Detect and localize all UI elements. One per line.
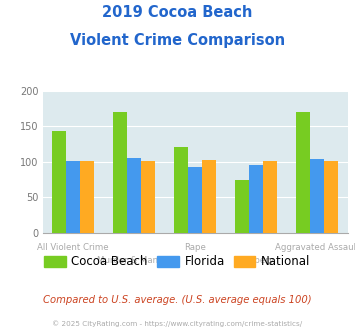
Text: Aggravated Assault: Aggravated Assault: [275, 243, 355, 251]
Bar: [127, 158, 141, 233]
Bar: [249, 165, 263, 233]
Bar: [188, 167, 202, 233]
Text: Murder & Mans...: Murder & Mans...: [97, 256, 171, 265]
Bar: [52, 131, 66, 233]
Bar: [235, 180, 249, 233]
Bar: [263, 161, 277, 233]
Text: Robbery: Robbery: [238, 256, 274, 265]
Bar: [174, 147, 188, 233]
Bar: [80, 161, 94, 233]
Text: © 2025 CityRating.com - https://www.cityrating.com/crime-statistics/: © 2025 CityRating.com - https://www.city…: [53, 321, 302, 327]
Bar: [113, 112, 127, 233]
Bar: [141, 161, 155, 233]
Bar: [310, 159, 324, 233]
Text: All Violent Crime: All Violent Crime: [37, 243, 109, 251]
Text: Rape: Rape: [184, 243, 206, 251]
Legend: Cocoa Beach, Florida, National: Cocoa Beach, Florida, National: [40, 250, 315, 273]
Bar: [324, 161, 338, 233]
Text: 2019 Cocoa Beach: 2019 Cocoa Beach: [102, 5, 253, 20]
Bar: [296, 112, 310, 233]
Bar: [202, 160, 216, 233]
Text: Violent Crime Comparison: Violent Crime Comparison: [70, 33, 285, 48]
Text: Compared to U.S. average. (U.S. average equals 100): Compared to U.S. average. (U.S. average …: [43, 295, 312, 305]
Bar: [66, 161, 80, 233]
